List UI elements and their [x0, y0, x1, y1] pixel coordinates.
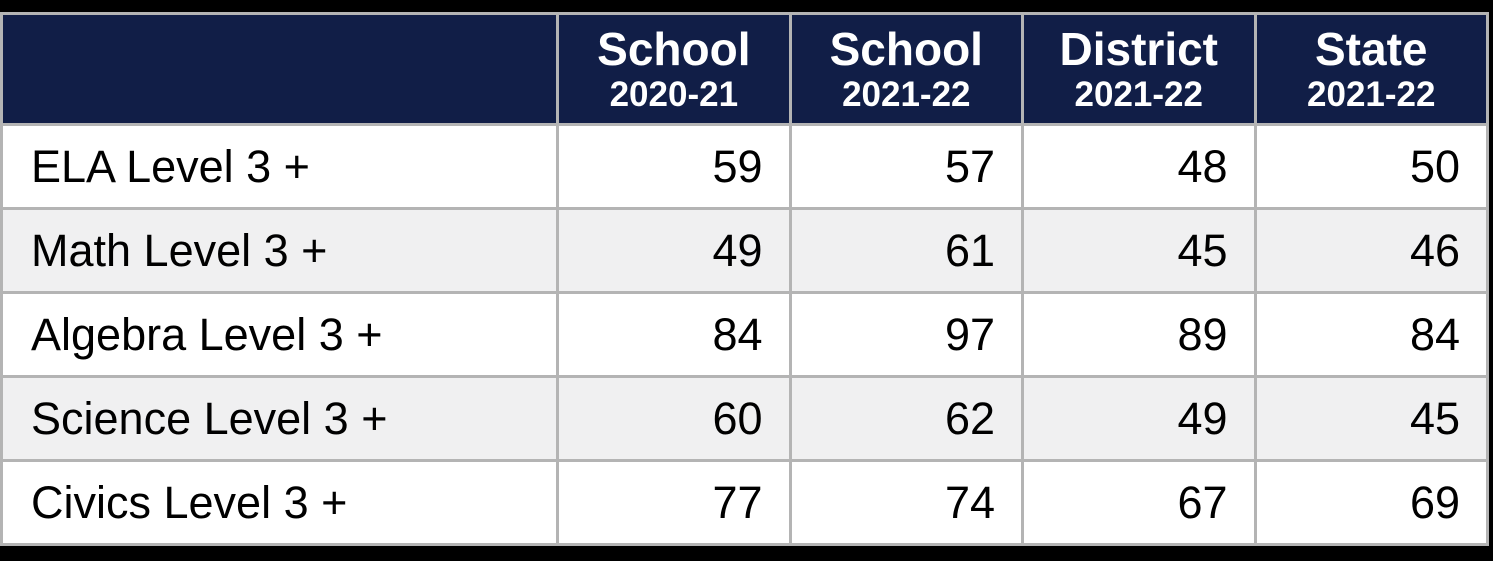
cell-value: 77: [559, 462, 789, 543]
column-header-district-2021-22: District 2021-22: [1024, 15, 1254, 123]
column-sublabel: 2020-21: [609, 74, 739, 114]
table-header-row: School 2020-21 School 2021-22 District 2…: [3, 15, 1486, 123]
cell-value: 74: [791, 462, 1022, 543]
row-label: Science Level 3 +: [3, 378, 557, 459]
cell-value: 49: [559, 210, 789, 291]
column-label: State: [1315, 22, 1428, 75]
row-label: Civics Level 3 +: [3, 462, 557, 543]
cell-value: 59: [559, 126, 789, 207]
cell-value: 89: [1024, 294, 1254, 375]
cell-value: 45: [1256, 378, 1486, 459]
cell-value: 50: [1256, 126, 1486, 207]
table-row-civics: Civics Level 3 + 77 74 67 69: [3, 462, 1486, 543]
table-row-science: Science Level 3 + 60 62 49 45: [3, 378, 1486, 459]
cell-value: 49: [1024, 378, 1254, 459]
table-row-ela: ELA Level 3 + 59 57 48 50: [3, 126, 1486, 207]
row-label: Algebra Level 3 +: [3, 294, 557, 375]
table-row-algebra: Algebra Level 3 + 84 97 89 84: [3, 294, 1486, 375]
cell-value: 46: [1256, 210, 1486, 291]
column-sublabel: 2021-22: [1074, 74, 1203, 114]
column-label: School: [597, 22, 751, 75]
row-label: ELA Level 3 +: [3, 126, 557, 207]
column-sublabel: 2021-22: [842, 74, 971, 114]
column-header-state-2021-22: State 2021-22: [1256, 15, 1486, 123]
cell-value: 84: [559, 294, 789, 375]
assessment-scores-table: School 2020-21 School 2021-22 District 2…: [0, 12, 1489, 546]
cell-value: 84: [1256, 294, 1486, 375]
cell-value: 62: [791, 378, 1022, 459]
corner-header-cell: [3, 15, 557, 123]
cell-value: 48: [1024, 126, 1254, 207]
cell-value: 45: [1024, 210, 1254, 291]
cell-value: 69: [1256, 462, 1486, 543]
column-sublabel: 2021-22: [1307, 74, 1436, 114]
row-label: Math Level 3 +: [3, 210, 557, 291]
column-label: District: [1059, 22, 1218, 75]
cell-value: 57: [791, 126, 1022, 207]
column-header-school-2020-21: School 2020-21: [559, 15, 789, 123]
cell-value: 97: [791, 294, 1022, 375]
column-header-school-2021-22: School 2021-22: [791, 15, 1022, 123]
table-row-math: Math Level 3 + 49 61 45 46: [3, 210, 1486, 291]
cell-value: 67: [1024, 462, 1254, 543]
column-label: School: [829, 22, 983, 75]
cell-value: 61: [791, 210, 1022, 291]
cell-value: 60: [559, 378, 789, 459]
